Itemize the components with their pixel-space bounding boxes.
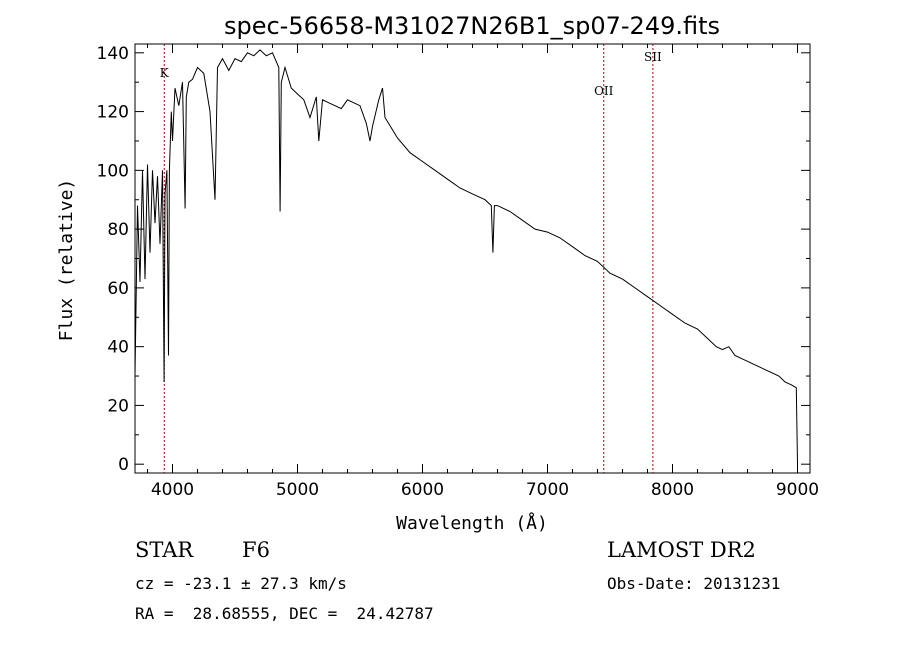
coordinates: RA = 28.68555, DEC = 24.42787 <box>135 604 434 623</box>
obs-date: Obs-Date: 20131231 <box>607 574 781 593</box>
spectrum-line <box>134 49 798 465</box>
redshift-text: cz = -23.1 ± 27.3 km/s <box>135 574 347 593</box>
y-tick-label: 100 <box>97 161 129 181</box>
x-axis-label: Wavelength (Å) <box>396 512 548 534</box>
plot-frame <box>134 43 811 474</box>
y-tick-label: 0 <box>118 455 129 475</box>
y-tick-label: 80 <box>107 220 129 240</box>
object-subclass: F6 <box>242 538 270 562</box>
marker-label-sii: SII <box>644 50 662 64</box>
x-tick-label: 4000 <box>151 480 194 500</box>
y-tick-label: 40 <box>107 338 129 358</box>
x-tick-label: 6000 <box>401 480 444 500</box>
line-markers: K OII SII <box>160 44 662 473</box>
x-tick-label: 9000 <box>776 480 819 500</box>
survey-name: LAMOST DR2 <box>607 538 756 562</box>
y-tick-label: 120 <box>97 103 129 123</box>
chart-title: spec-56658-M31027N26B1_sp07-249.fits <box>224 12 720 40</box>
marker-label-k: K <box>160 66 170 80</box>
y-tick-label: 20 <box>107 396 129 416</box>
y-tick-label: 60 <box>107 279 129 299</box>
x-tick-label: 8000 <box>651 480 694 500</box>
object-class: STAR <box>135 538 194 562</box>
y-tick-label: 140 <box>97 44 129 64</box>
y-axis: 0 20 40 60 80 100 120 140 <box>97 44 810 475</box>
marker-label-oii: OII <box>594 84 614 98</box>
y-axis-label: Flux (relative) <box>56 179 77 342</box>
x-axis: 4000 5000 6000 7000 8000 9000 <box>147 44 819 500</box>
x-tick-label: 5000 <box>276 480 319 500</box>
x-tick-label: 7000 <box>526 480 569 500</box>
